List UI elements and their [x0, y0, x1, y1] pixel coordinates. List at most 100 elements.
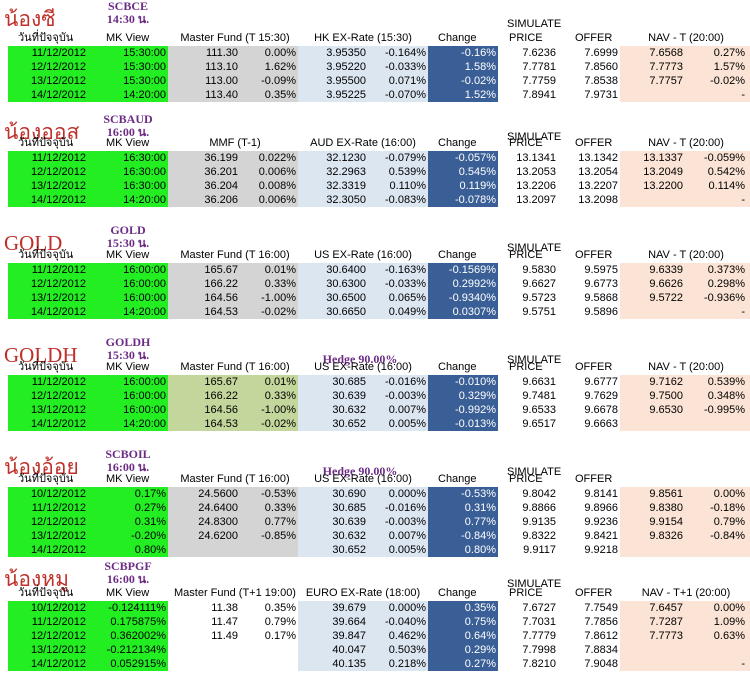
- cell-master-value: 11.38: [211, 602, 238, 614]
- cell-offer: 9.9236: [584, 516, 618, 528]
- cell-price: 7.7781: [522, 61, 556, 73]
- cell-offer: 13.2054: [578, 166, 618, 178]
- cell-master-change: 0.008%: [258, 180, 296, 192]
- header-mk-view: MK View: [106, 137, 150, 149]
- cell-date: 14/12/2012: [30, 544, 86, 556]
- header-nav: NAV - T (20:00): [648, 137, 724, 149]
- date-block-bg: [8, 151, 168, 207]
- cell-master-value: 165.67: [204, 376, 238, 388]
- cell-master-value: 164.53: [204, 418, 238, 430]
- header-change: Change: [438, 587, 477, 599]
- cell-fx-change: 0.065%: [388, 292, 426, 304]
- cell-offer: 9.7629: [584, 390, 618, 402]
- cell-mk-view: 14:20:00: [123, 194, 166, 206]
- cell-nav-change: [685, 543, 745, 557]
- cell-mk-view: -0.212134%: [106, 644, 166, 656]
- cell-nav-change: 0.539%: [707, 376, 745, 388]
- cell-master-change: -0.02%: [261, 418, 296, 430]
- cell-fx-change: 0.049%: [388, 306, 426, 318]
- cell-date: 11/12/2012: [31, 502, 86, 514]
- cell-nav-value: 7.7287: [649, 616, 683, 628]
- cell-master-change: 0.01%: [264, 264, 296, 276]
- cell-master-change: 0.79%: [264, 616, 296, 628]
- cell-fx-change: -0.040%: [385, 616, 426, 628]
- cell-master-value: 166.22: [204, 278, 238, 290]
- table-row: 13/12/2012 16:30:00 36.204 0.008% 32.3319 0.1…: [0, 179, 750, 193]
- cell-change: 0.119%: [459, 180, 497, 192]
- cell-fx-value: 30.632: [332, 530, 366, 542]
- cell-fx-value: 3.95350: [326, 47, 366, 59]
- cell-date: 12/12/2012: [30, 278, 86, 290]
- table-row: 14/12/2012 14:20:00 113.40 0.35% 3.95225 -0.0…: [0, 88, 750, 102]
- cell-master-value: 24.6200: [198, 530, 238, 542]
- cell-fx-change: 0.007%: [388, 530, 426, 542]
- header-fx-rate: US EX-Rate (16:00): [314, 361, 412, 373]
- cell-master-change: 0.00%: [264, 47, 296, 59]
- cell-change: 0.31%: [464, 502, 496, 514]
- cell-price: 9.9117: [523, 544, 556, 556]
- cell-mk-view: 16:30:00: [123, 152, 166, 164]
- cell-date: 13/12/2012: [30, 530, 86, 542]
- cell-offer: 9.6773: [584, 278, 618, 290]
- header-mk-view: MK View: [106, 361, 150, 373]
- cell-fx-change: -0.079%: [385, 152, 426, 164]
- fund-nickname: น้องอ้อย: [4, 455, 79, 479]
- cell-fx-value: 3.95225: [326, 89, 366, 101]
- cell-fx-value: 32.3050: [326, 194, 366, 206]
- table-row: 11/12/2012 15:30:00 111.30 0.00% 3.95350 -0.1…: [0, 46, 750, 60]
- header-change: Change: [438, 473, 477, 485]
- fund-code: GOLD: [110, 223, 146, 237]
- cell-mk-view: 0.80%: [134, 544, 166, 556]
- cell-change: 0.27%: [464, 658, 496, 670]
- simulate-label: SIMULATE: [507, 131, 562, 143]
- cell-master-value: 36.199: [204, 152, 238, 164]
- cell-date: 13/12/2012: [30, 644, 86, 656]
- date-block-bg: [8, 263, 168, 319]
- change-block-bg: [428, 601, 498, 671]
- cell-offer: 7.9048: [584, 658, 618, 670]
- cell-change: 0.35%: [464, 602, 496, 614]
- cell-nav-change: -0.059%: [704, 152, 745, 164]
- cell-price: 7.6236: [522, 47, 556, 59]
- header-nav: NAV - T (20:00): [648, 361, 724, 373]
- cell-nav-change: -0.18%: [710, 502, 745, 514]
- cell-master-value: 11.49: [211, 630, 238, 642]
- cell-nav-change: 0.00%: [713, 488, 745, 500]
- cell-master-change: 0.33%: [264, 278, 296, 290]
- header-offer: OFFER: [575, 137, 613, 149]
- simulate-label: SIMULATE: [507, 242, 562, 254]
- cell-master-value: 166.22: [204, 390, 238, 402]
- cell-fx-change: 0.000%: [388, 488, 426, 500]
- cell-offer: 13.2207: [578, 180, 618, 192]
- cell-mk-view: 0.31%: [134, 516, 166, 528]
- cell-master-value: 36.201: [204, 166, 238, 178]
- change-block-bg: [428, 46, 498, 102]
- master-block-bg: [168, 151, 298, 207]
- hedge-ratio: Hedge 90.00%: [322, 464, 398, 478]
- header-offer: OFFER: [575, 249, 613, 261]
- fund-code: SCBCE: [107, 0, 148, 13]
- cell-master-change: [240, 657, 296, 671]
- simulate-label: SIMULATE: [507, 466, 562, 478]
- fund-nickname: GOLDH: [4, 343, 78, 367]
- header-fx-rate: US EX-Rate (16:00): [314, 249, 412, 261]
- cell-fx-change: 0.005%: [388, 418, 426, 430]
- cell-fx-change: 0.005%: [388, 544, 426, 556]
- nav-block-bg: [620, 487, 750, 557]
- cell-master-change: 1.62%: [264, 61, 296, 73]
- cell-nav-value: 7.6568: [649, 47, 683, 59]
- cell-mk-view: 0.175875%: [110, 616, 166, 628]
- cell-fx-change: -0.016%: [385, 376, 426, 388]
- header-fx-rate: US EX-Rate (16:00): [314, 473, 412, 485]
- cell-fx-value: 39.679: [332, 602, 366, 614]
- cell-change: 1.58%: [464, 61, 496, 73]
- cell-fx-change: 0.007%: [388, 404, 426, 416]
- cell-mk-view: 16:30:00: [123, 166, 166, 178]
- cell-date: 14/12/2012: [30, 89, 86, 101]
- header-mk-view: MK View: [106, 249, 150, 261]
- cell-master-change: 0.33%: [264, 390, 296, 402]
- cell-mk-view: 16:00:00: [123, 390, 166, 402]
- cell-fx-value: 39.847: [332, 630, 366, 642]
- cell-fx-value: 30.6400: [326, 264, 366, 276]
- cell-offer: 9.5975: [584, 264, 618, 276]
